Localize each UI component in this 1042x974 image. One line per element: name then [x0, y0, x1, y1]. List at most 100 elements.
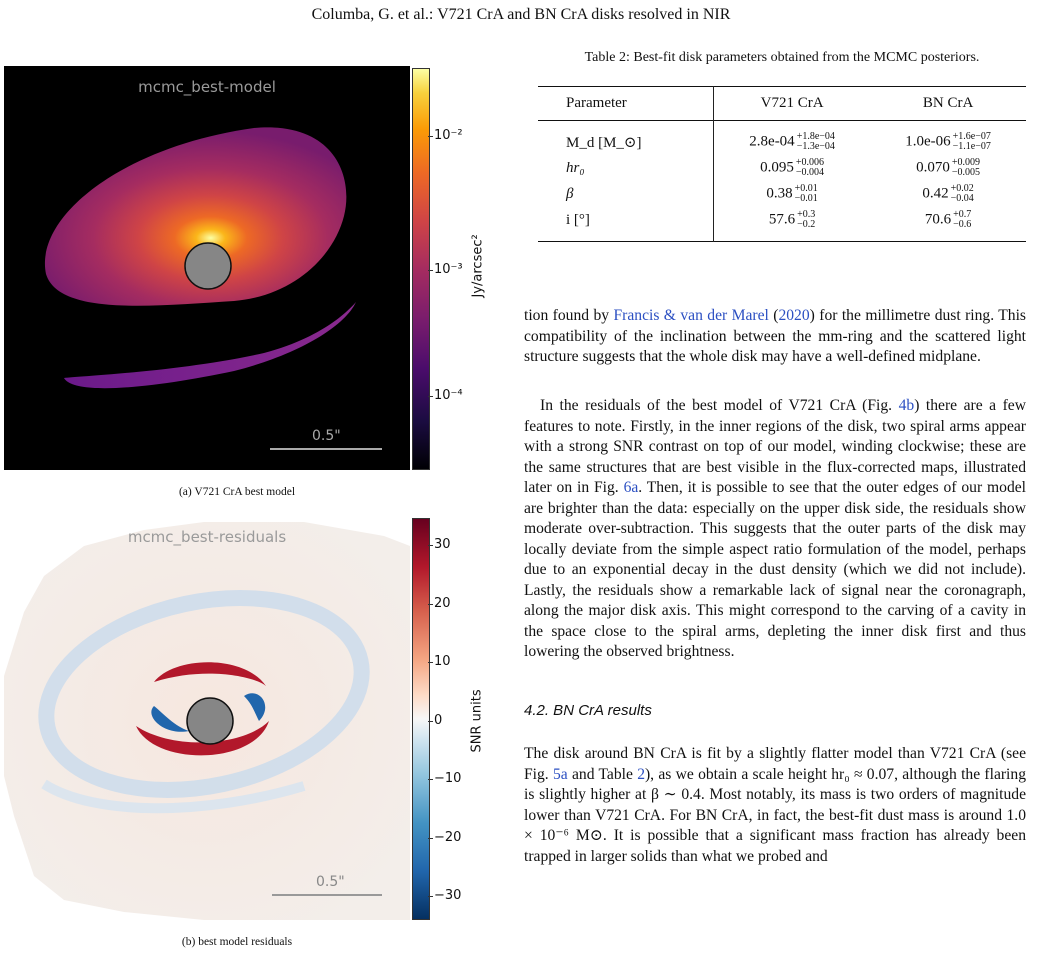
- table-cell: 2.8e-04 +1.8e−04 −1.3e−04: [714, 121, 871, 156]
- text-span: ) there are a few features to note. Firs…: [524, 397, 1026, 496]
- best-model-title: mcmc_best-model: [138, 78, 276, 96]
- colorbar-tick: [428, 662, 433, 663]
- lower-error: −0.04: [950, 193, 974, 204]
- colorbar-tick-label: −30: [434, 888, 462, 903]
- table-header-row: Parameter V721 CrA BN CrA: [538, 86, 1026, 121]
- table-cell: 0.095 +0.006 −0.004: [714, 155, 871, 181]
- param-value: 0.070: [916, 159, 950, 176]
- best-model-image: mcmc_best-model 0.5": [4, 66, 410, 470]
- upper-error: +0.3: [797, 209, 816, 220]
- lower-error: −0.004: [795, 167, 825, 178]
- upper-error: +0.7: [953, 209, 972, 220]
- body-paragraph-1: tion found by Francis & van der Marel (2…: [524, 306, 1026, 368]
- lower-error: −0.005: [951, 167, 981, 178]
- colorbar-tick-label: 10: [434, 654, 451, 669]
- table-header: BN CrA: [922, 95, 974, 111]
- body-paragraph-3: The disk around BN CrA is fit by a sligh…: [524, 744, 1026, 867]
- lower-error: −1.1e−07: [952, 141, 991, 152]
- table-cell: 0.070 +0.009 −0.005: [870, 155, 1026, 181]
- colorbar-tick-label: 0: [434, 713, 443, 728]
- table-header: Parameter: [538, 86, 715, 121]
- table-row: β 0.38 +0.01 −0.01 0.42 +0.02 −0.04: [538, 181, 1026, 207]
- section-heading: 4.2. BN CrA results: [524, 702, 652, 719]
- text-span: The disk around BN CrA is fit by a sligh…: [524, 745, 1026, 783]
- lower-error: −0.6: [953, 219, 972, 230]
- table-cell: 1.0e-06 +1.6e−07 −1.1e−07: [870, 121, 1026, 156]
- param-name: M_d [M_⊙]: [538, 120, 715, 155]
- table-row: M_d [M_⊙] 2.8e-04 +1.8e−04 −1.3e−04 1.0e-0…: [538, 120, 1026, 156]
- colorbar-tick: [428, 779, 433, 780]
- citation-year-link[interactable]: 2020: [778, 307, 810, 324]
- param-value: 57.6: [768, 211, 796, 228]
- param-value: 0.095: [760, 159, 794, 176]
- text-span: (: [768, 307, 779, 324]
- colorbar-tick: [428, 721, 433, 722]
- table-cell: 0.42 +0.02 −0.04: [870, 181, 1026, 207]
- figure-best-model: mcmc_best-model 0.5" 10⁻² 10⁻³ 10⁻⁴ Jy/a…: [4, 66, 486, 470]
- figure-a-caption: (a) V721 CrA best model: [178, 486, 296, 498]
- residuals-title: mcmc_best-residuals: [127, 528, 287, 546]
- table-link[interactable]: 2: [637, 765, 645, 783]
- upper-error: +1.8e−04: [796, 131, 835, 142]
- text-span: and Table: [567, 765, 638, 783]
- lower-error: −1.3e−04: [796, 141, 835, 152]
- table-cell: 70.6 +0.7 −0.6: [870, 207, 1026, 242]
- figure-link[interactable]: 4b: [898, 397, 915, 414]
- lower-error: −0.01: [794, 193, 818, 204]
- best-model-disk-render: [44, 127, 382, 450]
- figure-link[interactable]: 5a: [552, 765, 568, 783]
- table-header: V721 CrA: [760, 95, 824, 111]
- body-paragraph-2: In the residuals of the best model of V7…: [524, 396, 1026, 663]
- colorbar-tick-label: −10: [434, 771, 462, 786]
- param-value: 0.42: [922, 185, 949, 202]
- colorbar-tick-label: 10⁻⁴: [434, 388, 463, 403]
- upper-error: +1.6e−07: [952, 131, 991, 142]
- figure-link[interactable]: 6a: [623, 479, 639, 496]
- colorbar-tick: [428, 838, 433, 839]
- table-row: i [°] 57.6 +0.3 −0.2 70.6 +0.7 −0.6: [538, 207, 1026, 242]
- best-model-colorbar-label: Jy/arcsec²: [470, 234, 486, 298]
- running-header: Columba, G. et al.: V721 CrA and BN CrA …: [311, 6, 731, 23]
- colorbar-tick-label: 20: [434, 596, 451, 611]
- residuals-image: mcmc_best-residuals 0.5": [4, 516, 410, 920]
- param-name: hr₀: [538, 155, 715, 181]
- param-value: 1.0e-06: [905, 133, 951, 150]
- param-value: 2.8e-04: [749, 133, 795, 150]
- text-span: tion found by: [524, 307, 614, 324]
- text-span: In the residuals of the best model of V7…: [540, 397, 899, 414]
- residuals-colorbar-label: SNR units: [469, 689, 485, 753]
- table-cell: 57.6 +0.3 −0.2: [714, 207, 871, 242]
- figure-residuals: mcmc_best-residuals 0.5" 30 20 10 0 −10 …: [4, 516, 485, 920]
- upper-error: +0.01: [794, 183, 818, 194]
- residuals-render: [4, 522, 410, 920]
- colorbar-tick-label: 30: [434, 537, 451, 552]
- table-cell: 0.38 +0.01 −0.01: [714, 181, 871, 207]
- residuals-scale-label: 0.5": [316, 874, 345, 890]
- colorbar-tick: [428, 896, 433, 897]
- parameters-table: Parameter V721 CrA BN CrA M_d [M_⊙] 2.8e…: [538, 86, 1026, 242]
- best-model-scale-label: 0.5": [312, 428, 341, 444]
- table-caption: Table 2: Best-fit disk parameters obtain…: [584, 50, 980, 65]
- colorbar-tick: [428, 136, 433, 137]
- colorbar-tick: [428, 604, 433, 605]
- param-value: 0.38: [766, 185, 793, 202]
- param-name: i [°]: [538, 207, 715, 242]
- colorbar-tick-label: −20: [434, 830, 462, 845]
- param-value: 70.6: [924, 211, 952, 228]
- upper-error: +0.006: [795, 157, 825, 168]
- citation-link[interactable]: Francis & van der Marel: [613, 307, 769, 324]
- colorbar-tick: [428, 396, 433, 397]
- colorbar-tick: [428, 270, 433, 271]
- text-span: ), as we obtain a scale height hr₀ ≈ 0.0…: [524, 765, 1026, 865]
- lower-error: −0.2: [797, 219, 816, 230]
- figure-b-caption: (b) best model residuals: [181, 936, 293, 948]
- residuals-colorbar: [412, 518, 430, 920]
- colorbar-tick-label: 10⁻²: [434, 128, 463, 143]
- table-row: hr₀ 0.095 +0.006 −0.004 0.070 +0.009 −0.005: [538, 155, 1026, 181]
- text-span: ) for the millimetre dust ring. This com…: [524, 307, 1026, 365]
- best-model-colorbar: [412, 68, 430, 470]
- upper-error: +0.02: [950, 183, 974, 194]
- colorbar-tick: [428, 545, 433, 546]
- colorbar-tick-label: 10⁻³: [434, 262, 463, 277]
- text-span: . Then, it is possible to see that the o…: [524, 479, 1027, 660]
